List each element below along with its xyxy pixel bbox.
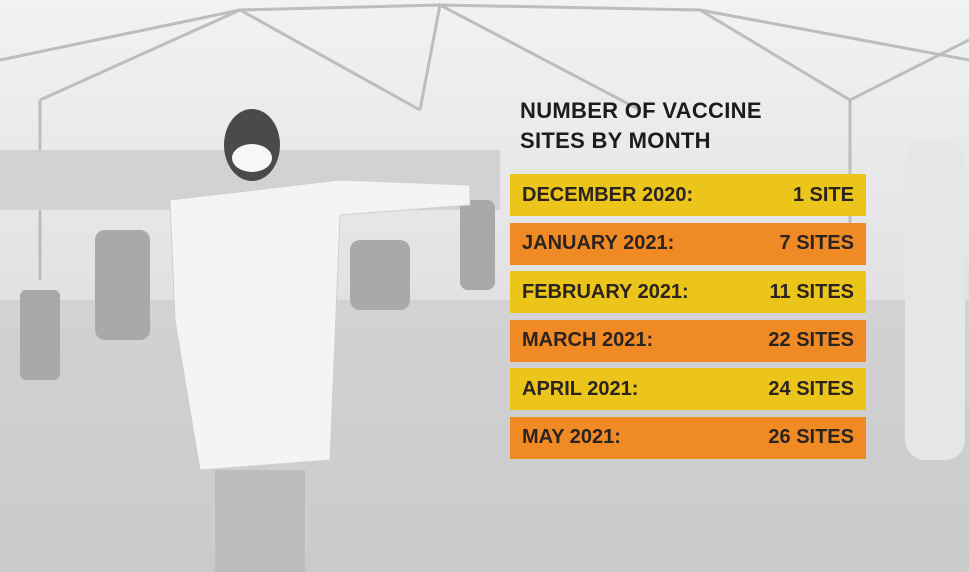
site-row: MARCH 2021: 22 SITES [510,320,866,362]
month-label: APRIL 2021: [522,378,638,401]
month-label: DECEMBER 2020: [522,184,693,207]
month-label: MARCH 2021: [522,329,653,352]
site-row: MAY 2021: 26 SITES [510,417,866,459]
site-count: 26 SITES [768,426,854,449]
site-count: 22 SITES [768,329,854,352]
site-row: JANUARY 2021: 7 SITES [510,223,866,265]
month-label: MAY 2021: [522,426,621,449]
site-row: APRIL 2021: 24 SITES [510,368,866,410]
month-label: FEBRUARY 2021: [522,281,689,304]
title: NUMBER OF VACCINE SITES BY MONTH [520,96,810,156]
site-list: DECEMBER 2020: 1 SITE JANUARY 2021: 7 SITES… [510,174,866,465]
site-count: 1 SITE [793,184,854,207]
site-row: DECEMBER 2020: 1 SITE [510,174,866,216]
month-label: JANUARY 2021: [522,232,674,255]
site-row: FEBRUARY 2021: 11 SITES [510,271,866,313]
infographic: NUMBER OF VACCINE SITES BY MONTH DECEMBE… [0,0,969,572]
site-count: 7 SITES [780,232,854,255]
site-count: 24 SITES [768,378,854,401]
site-count: 11 SITES [770,281,855,304]
